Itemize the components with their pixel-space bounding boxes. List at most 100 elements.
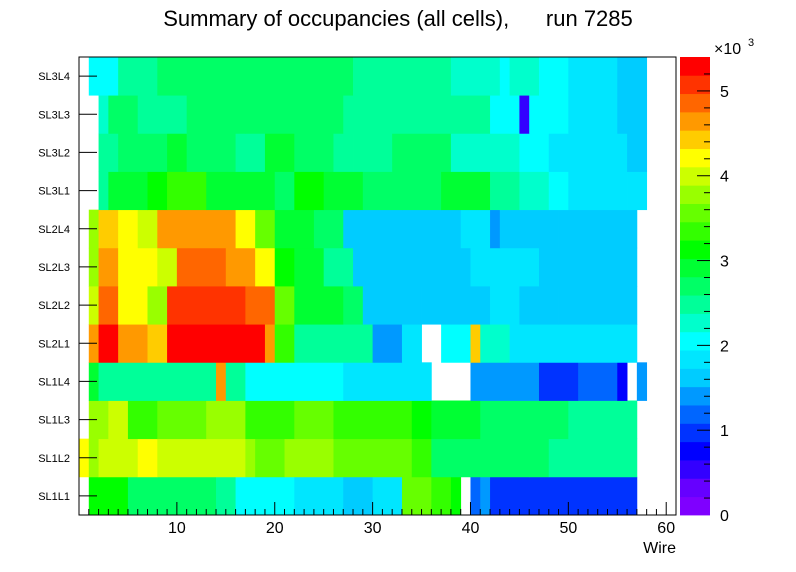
- row-label: SL3L1: [38, 186, 70, 198]
- x-axis-title: Wire: [643, 540, 676, 557]
- heatmap-cell: [118, 133, 168, 172]
- heatmap-cell: [147, 286, 168, 325]
- row-label: SL1L1: [38, 491, 70, 503]
- palette-exponent-power: 3: [748, 37, 754, 49]
- heatmap-cell: [137, 209, 158, 249]
- heatmap-cell: [558, 209, 638, 249]
- row-label: SL1L3: [38, 415, 70, 427]
- heatmap-cell: [627, 171, 648, 211]
- heatmap-cell: [167, 171, 207, 211]
- heatmap-cell: [490, 286, 520, 325]
- palette-swatch: [680, 240, 710, 259]
- heatmap-cell: [587, 286, 638, 325]
- heatmap-cell: [274, 171, 295, 211]
- palette-swatch: [680, 496, 710, 516]
- heatmap-cell: [538, 57, 569, 96]
- heatmap-cell: [372, 362, 432, 401]
- heatmap-cell: [216, 476, 236, 516]
- heatmap-cell: [225, 247, 256, 287]
- heatmap-cell: [568, 95, 618, 134]
- x-tick-label: 50: [559, 520, 577, 537]
- heatmap-cell: [480, 400, 569, 440]
- palette-tick-label: 0: [720, 508, 729, 525]
- heatmap-cell: [88, 400, 109, 440]
- palette-swatch: [680, 368, 710, 388]
- heatmap-cell: [127, 476, 148, 516]
- heatmap-cell: [98, 209, 119, 249]
- x-axis: 10 20 30 40 50 60: [78, 502, 677, 537]
- row-label: SL2L3: [38, 262, 70, 274]
- palette-swatch: [680, 57, 710, 76]
- palette-swatch: [680, 441, 710, 461]
- heatmap-cell: [98, 286, 119, 325]
- heatmap-cell: [509, 95, 520, 134]
- heatmap-cell: [470, 362, 540, 401]
- heatmap-cell: [333, 400, 413, 440]
- heatmap-cell: [216, 57, 236, 96]
- heatmap-cell: [343, 476, 374, 516]
- heatmap-cell: [353, 247, 471, 287]
- palette-swatch: [680, 130, 710, 149]
- row-label: SL3L2: [38, 147, 70, 159]
- heatmap-cell: [490, 95, 511, 134]
- palette-swatch: [680, 350, 710, 369]
- heatmap-cell: [460, 209, 491, 249]
- heatmap-cell: [245, 438, 256, 478]
- row-label: SL1L4: [38, 376, 70, 388]
- x-tick-label: 20: [266, 520, 284, 537]
- heatmap-cell: [235, 133, 266, 172]
- heatmap-cell: [431, 438, 530, 478]
- heatmap-cell: [411, 438, 432, 478]
- heatmap-cell: [333, 438, 413, 478]
- row-label: SL1L2: [38, 453, 70, 465]
- heatmap-cell: [167, 133, 188, 172]
- heatmap-cell: [353, 133, 393, 172]
- heatmap-cell: [490, 171, 520, 211]
- heatmap-cell: [294, 247, 325, 287]
- heatmap-cell: [98, 57, 119, 96]
- heatmap-cell: [568, 400, 638, 440]
- heatmap-cell: [255, 438, 285, 478]
- heatmap-cell: [470, 476, 481, 516]
- heatmap-cell: [118, 57, 158, 96]
- heatmap-cell: [235, 209, 256, 249]
- heatmap-cell: [431, 400, 481, 440]
- heatmap-cell: [274, 247, 295, 287]
- heatmap-cell: [167, 324, 266, 363]
- heatmap-cell: [294, 476, 344, 516]
- heatmap-cell: [362, 171, 403, 211]
- palette-tick-label: 3: [720, 254, 729, 271]
- heatmap-cell: [294, 324, 374, 363]
- heatmap-cell: [108, 171, 148, 211]
- row-label: SL3L4: [38, 71, 70, 83]
- heatmap-cell: [450, 133, 520, 172]
- heatmap-cell: [147, 171, 168, 211]
- heatmap-cell: [118, 324, 148, 363]
- heatmap-cell: [568, 57, 618, 96]
- heatmap-cell: [294, 133, 334, 172]
- heatmap-cell: [167, 286, 246, 325]
- heatmap-cell: [343, 209, 462, 249]
- heatmap-cell: [245, 95, 344, 134]
- row-label: SL2L2: [38, 300, 70, 312]
- heatmap-cell: [519, 133, 550, 172]
- heatmap-cell: [157, 400, 207, 440]
- heatmap-cell: [313, 209, 344, 249]
- heatmap-cell: [509, 324, 638, 363]
- plot-frame: [78, 56, 677, 516]
- heatmap-cell: [411, 400, 432, 440]
- heatmap-cell: [98, 247, 119, 287]
- heatmap-cell: [264, 133, 295, 172]
- heatmap-cell: [343, 362, 374, 401]
- heatmap-cell: [264, 324, 276, 363]
- palette-swatch: [680, 460, 710, 479]
- palette-tick-label: 1: [720, 423, 729, 440]
- heatmap-cell: [450, 95, 491, 134]
- heatmap-cell: [108, 400, 129, 440]
- heatmap-cell: [274, 324, 295, 363]
- palette-swatch: [680, 423, 710, 443]
- heatmap-cell: [421, 286, 452, 325]
- heatmap-cell: [98, 438, 139, 478]
- heatmap-cell: [108, 95, 139, 134]
